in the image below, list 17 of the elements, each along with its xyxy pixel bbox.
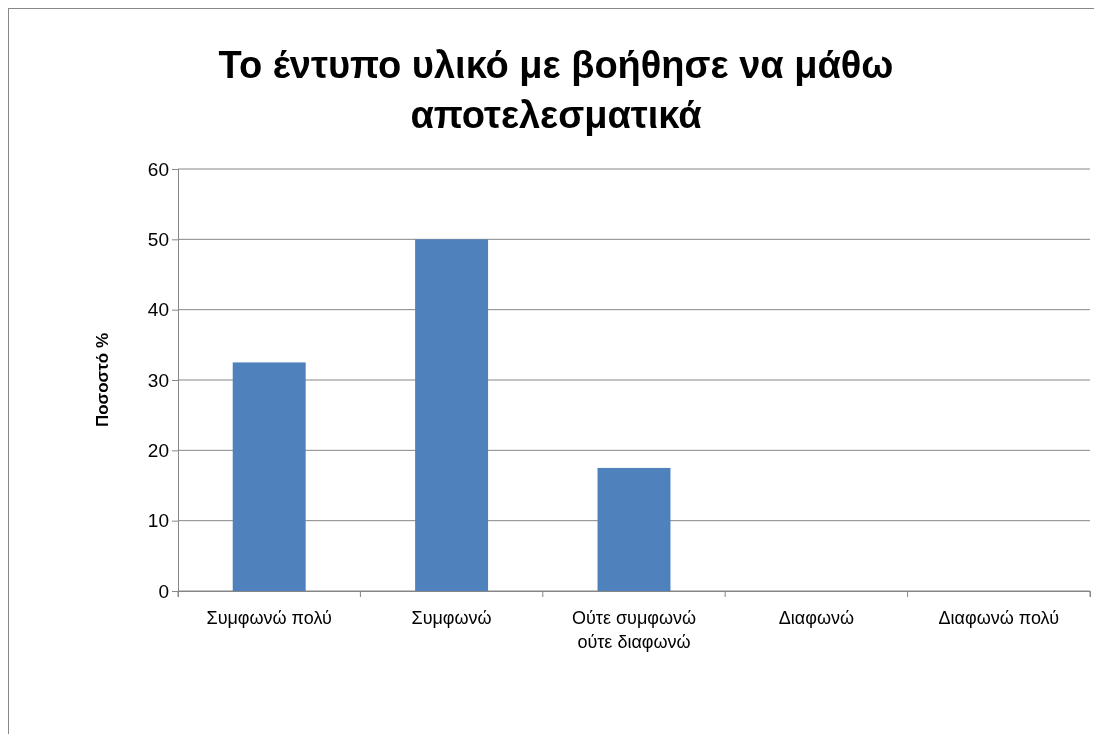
y-tick-label: 10 bbox=[147, 510, 169, 532]
x-tick-label: Συμφωνώ πολύ bbox=[206, 608, 332, 628]
bar bbox=[597, 467, 671, 591]
y-tick-label: 20 bbox=[147, 439, 169, 461]
y-tick-label: 50 bbox=[147, 228, 169, 250]
x-tick-label: Διαφωνώ bbox=[778, 608, 855, 628]
y-tick-label: 0 bbox=[158, 580, 169, 602]
y-axis-title: Ποσοστό % bbox=[93, 332, 112, 428]
y-tick-label: 30 bbox=[147, 369, 169, 391]
x-tick-label: Διαφωνώ πολύ bbox=[938, 608, 1060, 628]
bar bbox=[415, 239, 489, 591]
y-tick-label: 60 bbox=[147, 158, 169, 180]
bar bbox=[232, 362, 306, 591]
chart-title: Το έντυπο υλικό με βοήθησε να μάθω αποτελεσματικά bbox=[218, 44, 894, 136]
x-tick-label: Ούτε συμφωνώ ούτε διαφωνώ bbox=[571, 608, 697, 652]
y-tick-label: 40 bbox=[147, 299, 169, 321]
x-tick-label: Συμφωνώ bbox=[411, 608, 492, 628]
